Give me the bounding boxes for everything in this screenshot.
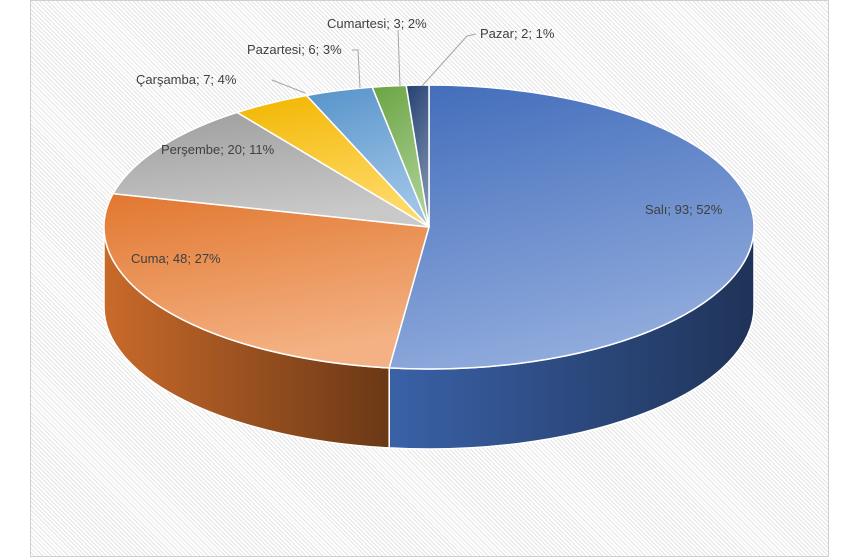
leader-line (271, 79, 306, 94)
slice-cuma[interactable] (103, 192, 430, 369)
leader-line (397, 29, 401, 87)
slice-pazar[interactable] (405, 84, 430, 228)
slice-pers-embe[interactable] (111, 111, 430, 228)
data-label-cumartesi: Cumartesi; 3; 2% (327, 16, 427, 31)
leader-line (421, 33, 477, 87)
data-label-pers-embe: Perşembe; 20; 11% (161, 142, 275, 157)
slice-sal-[interactable] (388, 84, 755, 370)
data-label-c-ars-amba: Çarşamba; 7; 4% (136, 72, 237, 87)
data-label-pazar: Pazar; 2; 1% (480, 26, 555, 41)
data-label-sal-: Salı; 93; 52% (645, 202, 723, 217)
data-label-cuma: Cuma; 48; 27% (131, 251, 221, 266)
leader-line (352, 49, 361, 89)
data-label-pazartesi: Pazartesi; 6; 3% (247, 42, 342, 57)
